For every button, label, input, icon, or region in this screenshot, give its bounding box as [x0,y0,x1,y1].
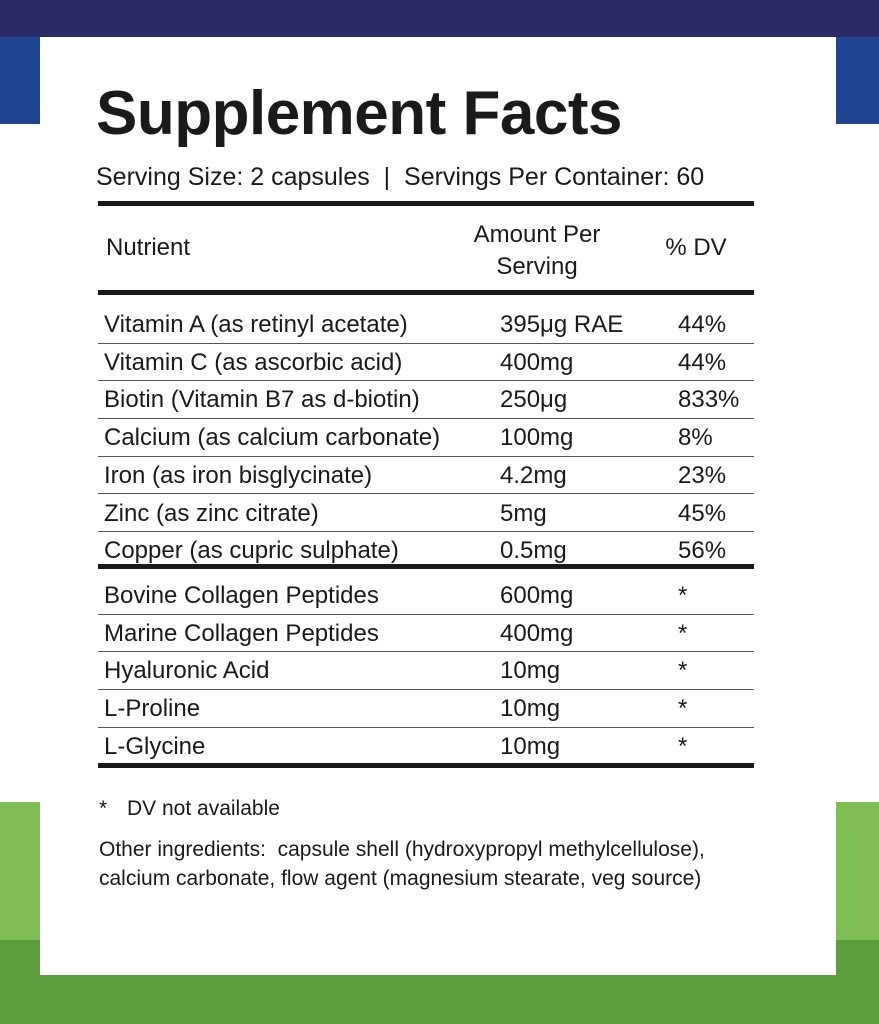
rule [98,563,754,569]
table-cell: * [678,732,688,760]
table-cell: 400mg [500,348,574,376]
table-cell: 23% [678,461,727,489]
table-row: Iron (as iron bisglycinate) 4.2mg 23% [98,457,754,495]
table-cell: Marine Collagen Peptides [104,619,379,647]
ingredients-line: calcium carbonate, flow agent (magnesium… [99,867,702,890]
footnote: DV not available [127,797,280,820]
serving-info: Serving Size: 2 capsules | Servings Per … [96,163,705,191]
table-cell: Hyaluronic Acid [104,657,270,685]
table-cell: Calcium (as calcium carbonate) [104,424,441,452]
table-cell: Vitamin C (as ascorbic acid) [104,348,403,376]
header-cell: Nutrient [106,234,191,261]
ingredients-line: Other ingredients: capsule shell (hydrox… [99,838,705,861]
table-cell: 44% [678,348,727,376]
footnote-symbol: * [99,797,108,820]
table-cell: L-Proline [104,695,201,723]
table-row: Bovine Collagen Peptides 600mg * [98,577,754,615]
table-cell: * [678,695,688,723]
table-cell: 400mg [500,619,574,647]
band [0,0,879,37]
label-card [40,37,836,975]
rule [98,201,754,206]
table-cell: L-Glycine [104,732,206,760]
header-cell: % DV [665,234,727,261]
table-row: Hyaluronic Acid 10mg * [98,652,754,691]
table-cell: 4.2mg [500,461,567,489]
table-cell: 10mg [500,732,561,760]
header-cell: Amount Per Serving [473,221,601,280]
table-row: Copper (as cupric sulphate) 0.5mg 56% [98,532,754,570]
table-row: L-Proline 10mg * [98,690,754,728]
table-cell: Biotin (Vitamin B7 as d-biotin) [104,386,420,414]
table-cell: * [678,619,688,647]
table-cell: 8% [678,424,713,452]
rule [98,290,754,295]
rule [98,762,754,768]
table-cell: 5mg [500,499,547,527]
table-cell: 44% [678,311,727,338]
table-cell: 395μg RAE [500,311,624,338]
table-cell: Iron (as iron bisglycinate) [104,461,373,489]
table-cell: 100mg [500,424,574,452]
title: Supplement Facts [96,79,623,148]
table-cell: Zinc (as zinc citrate) [104,499,319,527]
table-row: Marine Collagen Peptides 400mg * [98,615,754,653]
table-cell: Bovine Collagen Peptides [104,582,379,609]
table-row: Zinc (as zinc citrate) 5mg 45% [98,495,754,533]
table-cell: 600mg [500,582,574,609]
table-cell: 833% [678,386,740,414]
table-row: L-Glycine 10mg * [98,728,754,766]
table-cell: * [678,582,688,609]
table-cell: 10mg [500,657,561,685]
table-row: Vitamin A (as retinyl acetate) 395μg RAE 4… [98,306,754,344]
table-cell: 45% [678,499,727,527]
table-cell: * [678,657,688,685]
table-row: Biotin (Vitamin B7 as d-biotin) 250μg 833% [98,381,754,420]
table-row: Calcium (as calcium carbonate) 100mg 8% [98,419,754,457]
table-row: Vitamin C (as ascorbic acid) 400mg 44% [98,344,754,382]
table-cell: 250μg [500,386,568,414]
table-cell: Vitamin A (as retinyl acetate) [104,311,408,338]
table-cell: Copper (as cupric sulphate) [104,537,399,565]
table-cell: 10mg [500,695,561,723]
table-cell: 0.5mg [500,537,567,565]
table-cell: 56% [678,537,727,565]
